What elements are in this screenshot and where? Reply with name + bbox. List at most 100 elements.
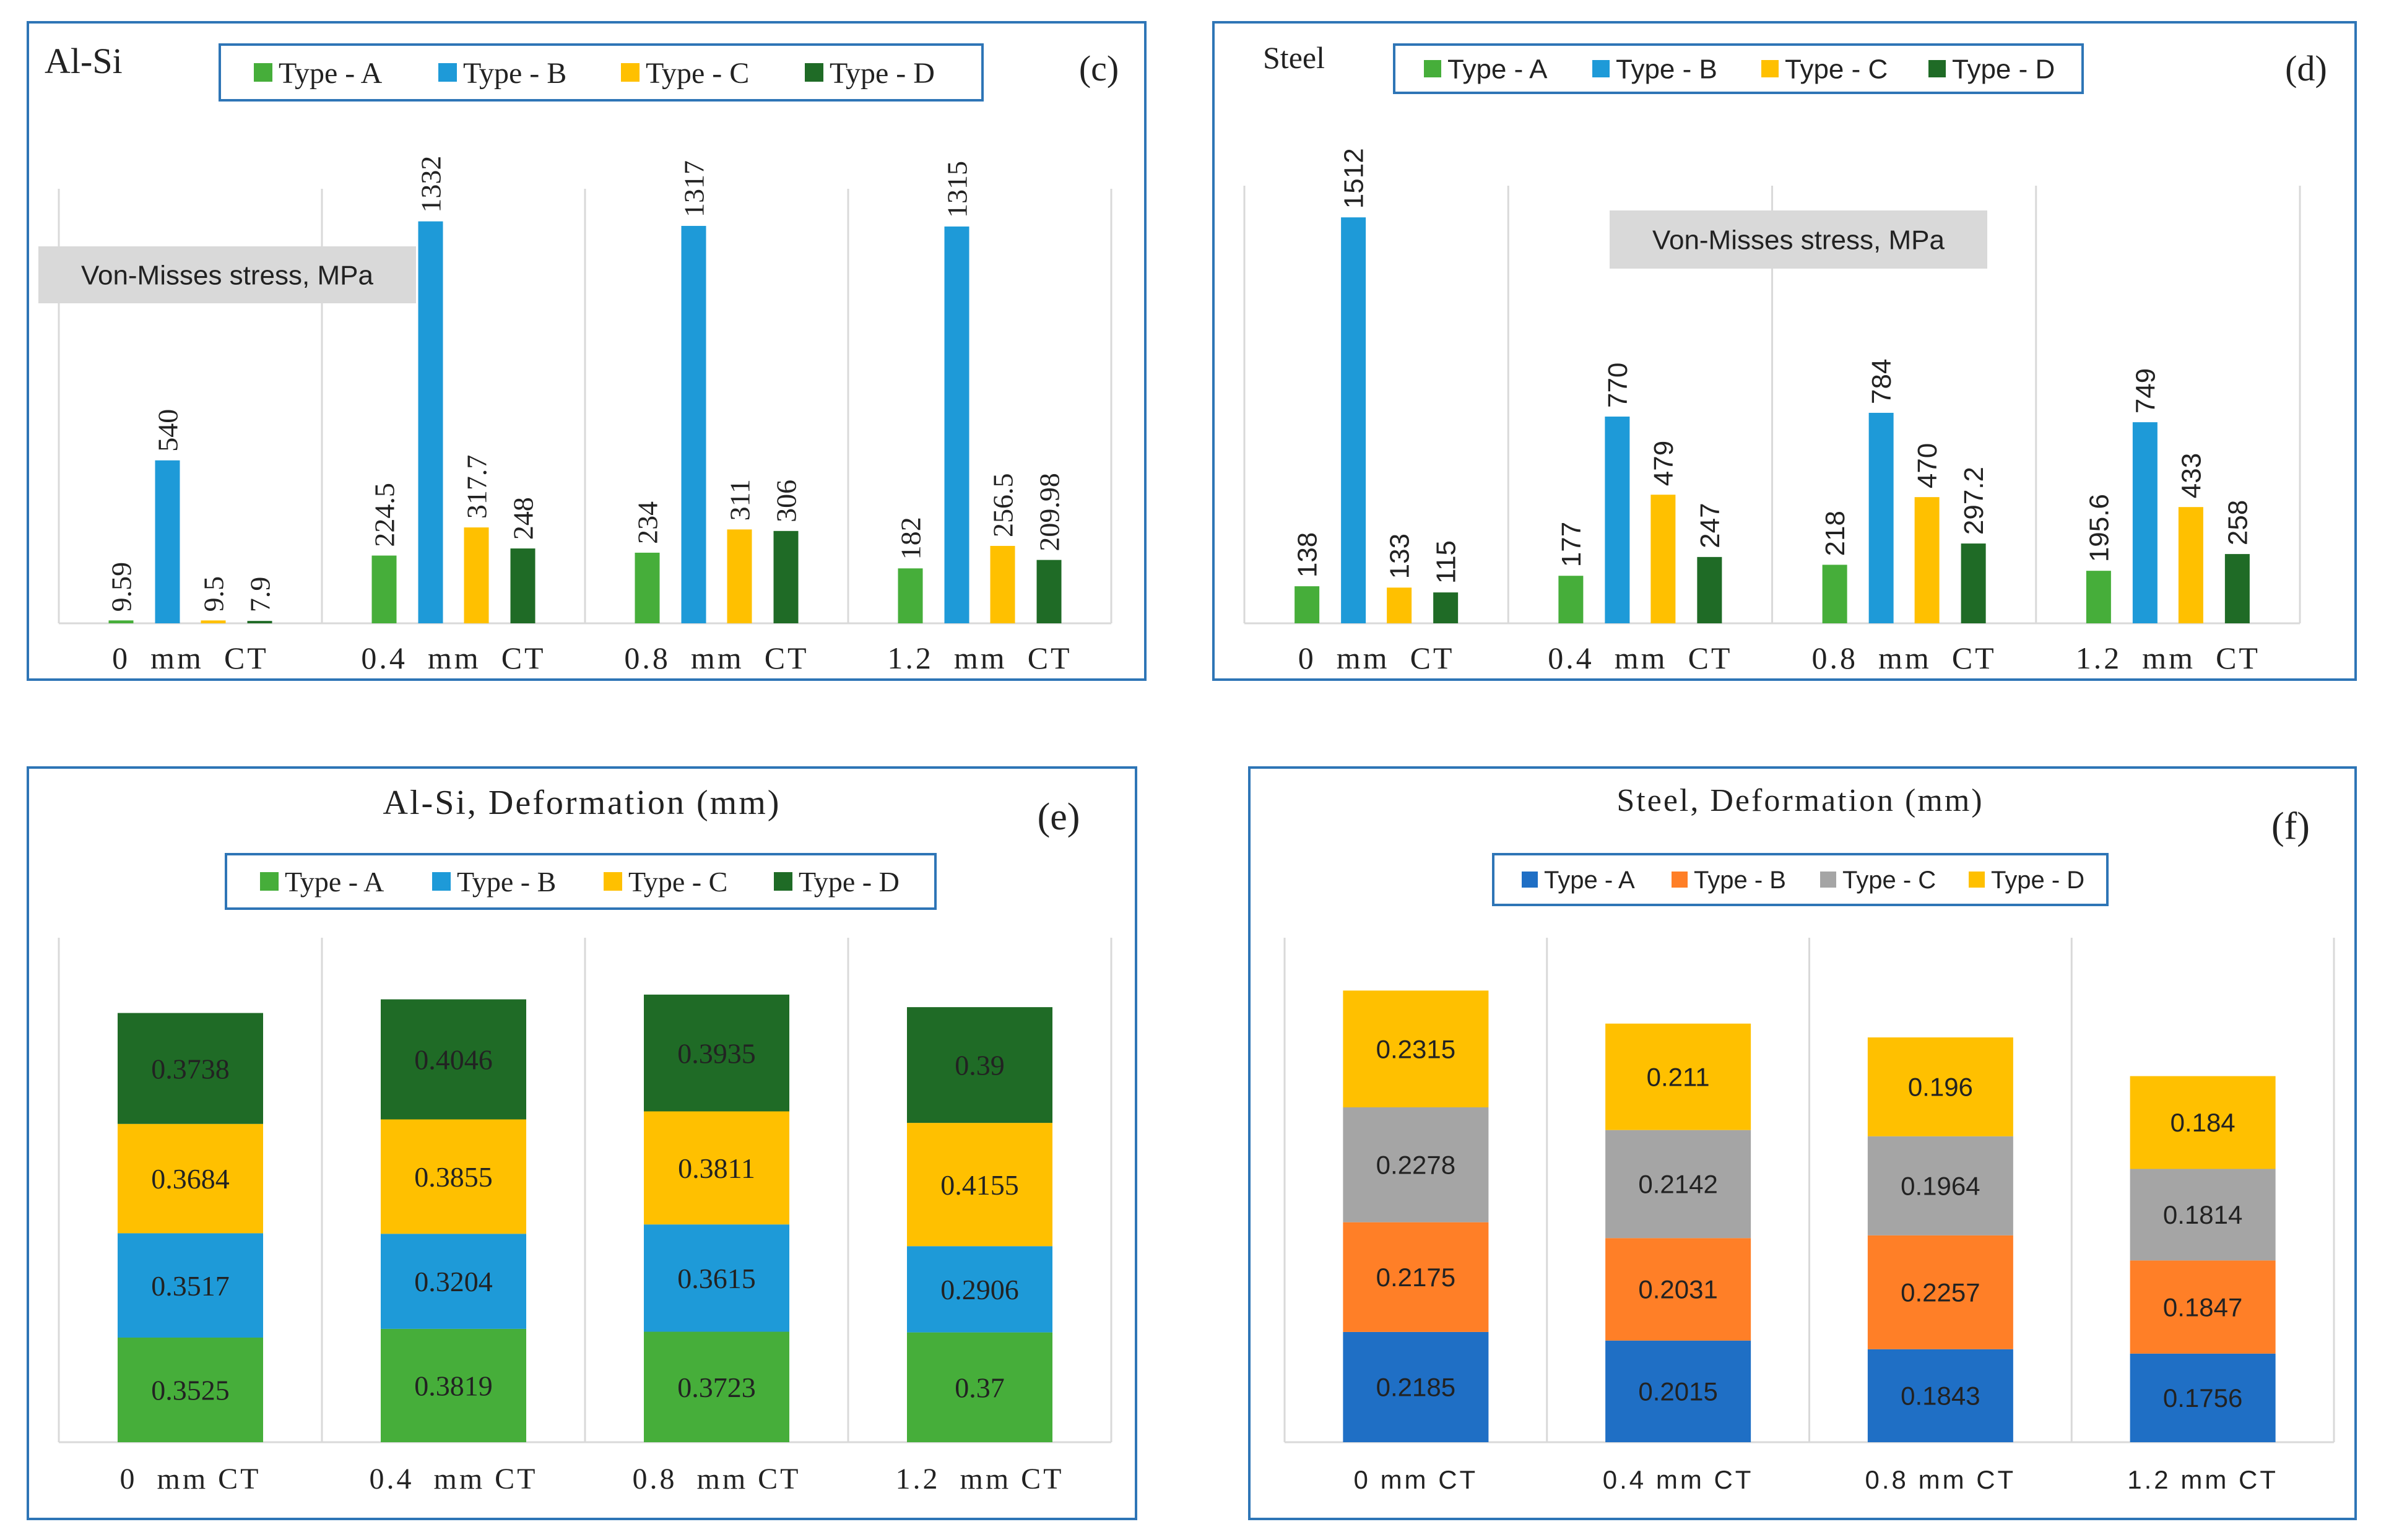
legend-label: Type - B xyxy=(463,57,566,90)
data-label: 7.9 xyxy=(245,577,276,613)
data-label: 0.3204 xyxy=(414,1266,493,1297)
legend-swatch xyxy=(1761,60,1779,77)
data-label: 0.2315 xyxy=(1376,1034,1455,1063)
bar-segment xyxy=(2130,1260,2276,1354)
data-label: 177 xyxy=(1556,522,1587,567)
data-label: 224.5 xyxy=(369,483,401,547)
legend-swatch xyxy=(260,872,279,891)
data-label: 0.196 xyxy=(1908,1073,1973,1102)
legend-box xyxy=(1393,43,2084,94)
legend-label: Type - D xyxy=(1991,867,2084,894)
data-label: 479 xyxy=(1649,441,1679,486)
bar-segment xyxy=(2130,1353,2276,1442)
data-label: 540 xyxy=(152,409,184,452)
legend-label: Type - B xyxy=(457,866,556,898)
bar-segment xyxy=(644,994,789,1112)
data-label: 0.2278 xyxy=(1376,1151,1455,1180)
bar xyxy=(635,552,660,623)
data-label: 0.2257 xyxy=(1901,1278,1980,1307)
data-label: 0.3615 xyxy=(677,1263,756,1294)
bar xyxy=(1558,576,1584,623)
bar xyxy=(2178,507,2203,623)
bar xyxy=(201,620,226,623)
annotation-box xyxy=(1610,210,1987,269)
legend-swatch xyxy=(254,63,272,82)
data-label: 0.3935 xyxy=(677,1037,756,1069)
chart-title: Al-Si, Deformation (mm) xyxy=(383,784,781,822)
data-label: 306 xyxy=(771,480,802,522)
legend: Type - A Type - B Type - C Type - D xyxy=(1492,853,2109,906)
category-label: 0 mm CT xyxy=(1354,1465,1478,1494)
bar-segment xyxy=(907,1246,1052,1333)
category-label: 1.2 mm CT xyxy=(895,1463,1064,1495)
data-label: 0.1756 xyxy=(2163,1383,2242,1412)
bar-segment xyxy=(381,1119,526,1234)
chart-e: Al-Si, Deformation (mm) (e)Type - A Type -… xyxy=(27,766,1137,1520)
bar xyxy=(1914,497,1940,623)
category-label: 0.8 mm CT xyxy=(624,641,809,675)
bar-segment xyxy=(1867,1136,2013,1235)
category-label: 0.8 mm CT xyxy=(1812,641,1997,675)
data-label: 0.3811 xyxy=(678,1153,755,1184)
data-label: 0.2015 xyxy=(1638,1377,1717,1406)
data-label: 0.3525 xyxy=(151,1375,230,1406)
legend-swatch xyxy=(621,63,640,82)
data-label: 433 xyxy=(2176,453,2206,498)
bar-segment xyxy=(381,999,526,1120)
bar xyxy=(681,225,706,623)
data-label: 0.1847 xyxy=(2163,1292,2242,1322)
bar-segment xyxy=(381,1328,526,1442)
legend-box xyxy=(225,853,937,910)
category-label: 0.8 mm CT xyxy=(632,1463,800,1495)
bar-segment xyxy=(118,1233,263,1338)
category-label: 0.4 mm CT xyxy=(361,641,545,675)
data-label: 0.1843 xyxy=(1901,1382,1980,1411)
data-label: 9.59 xyxy=(106,562,137,612)
annotation-text: Von-Misses stress, MPa xyxy=(81,260,373,290)
bar xyxy=(2086,571,2111,623)
data-label: 0.2031 xyxy=(1638,1275,1717,1304)
data-label: 115 xyxy=(1431,540,1462,584)
bar-segment xyxy=(1605,1023,1751,1130)
bar xyxy=(1961,543,1986,623)
data-label: 218 xyxy=(1820,511,1850,556)
data-label: 0.2185 xyxy=(1376,1373,1455,1402)
data-label: 470 xyxy=(1912,443,1943,488)
legend-swatch xyxy=(1672,872,1688,888)
panel-label: (d) xyxy=(2285,48,2327,89)
legend-label: Type - C xyxy=(1785,54,1888,84)
bar-segment xyxy=(644,1111,789,1225)
bar-segment xyxy=(1605,1130,1751,1239)
legend-box xyxy=(219,43,984,102)
data-label: 770 xyxy=(1603,363,1633,408)
chart-c: Al-Si (c) Type - A Type - B Type - C Type - D… xyxy=(27,21,1147,681)
bar-segment xyxy=(1867,1349,2013,1442)
category-label: 1.2 mm CT xyxy=(2127,1465,2278,1494)
legend-label: Type - C xyxy=(628,866,727,898)
data-label: 0.3684 xyxy=(151,1163,230,1195)
legend: Type - A Type - B Type - C Type - D xyxy=(1393,43,2084,94)
bar-segment xyxy=(118,1123,263,1234)
data-label: 1332 xyxy=(415,156,447,213)
data-label: 256.5 xyxy=(987,473,1019,537)
chart-f: Steel, Deformation (mm)(f)Type - A Type -… xyxy=(1248,766,2357,1520)
category-label: 0.4 mm CT xyxy=(1603,1465,1754,1494)
legend-swatch xyxy=(774,872,792,891)
bar xyxy=(371,555,397,623)
legend-label: Type - A xyxy=(1544,867,1635,894)
bar-segment xyxy=(1605,1238,1751,1341)
legend-label: Type - B xyxy=(1616,54,1717,84)
bar-segment xyxy=(1343,1107,1489,1222)
data-label: 133 xyxy=(1385,534,1415,579)
legend-swatch xyxy=(1522,872,1538,888)
category-label: 1.2 mm CT xyxy=(2076,641,2260,675)
category-label: 1.2 mm CT xyxy=(887,641,1072,675)
data-label: 138 xyxy=(1293,532,1323,578)
bar xyxy=(898,568,923,623)
bar xyxy=(1650,495,1676,623)
data-label: 0.3723 xyxy=(677,1372,756,1403)
data-label: 0.1964 xyxy=(1901,1172,1980,1201)
legend-label: Type - D xyxy=(830,57,935,90)
bar-segment xyxy=(644,1331,789,1442)
data-label: 247 xyxy=(1695,503,1725,548)
